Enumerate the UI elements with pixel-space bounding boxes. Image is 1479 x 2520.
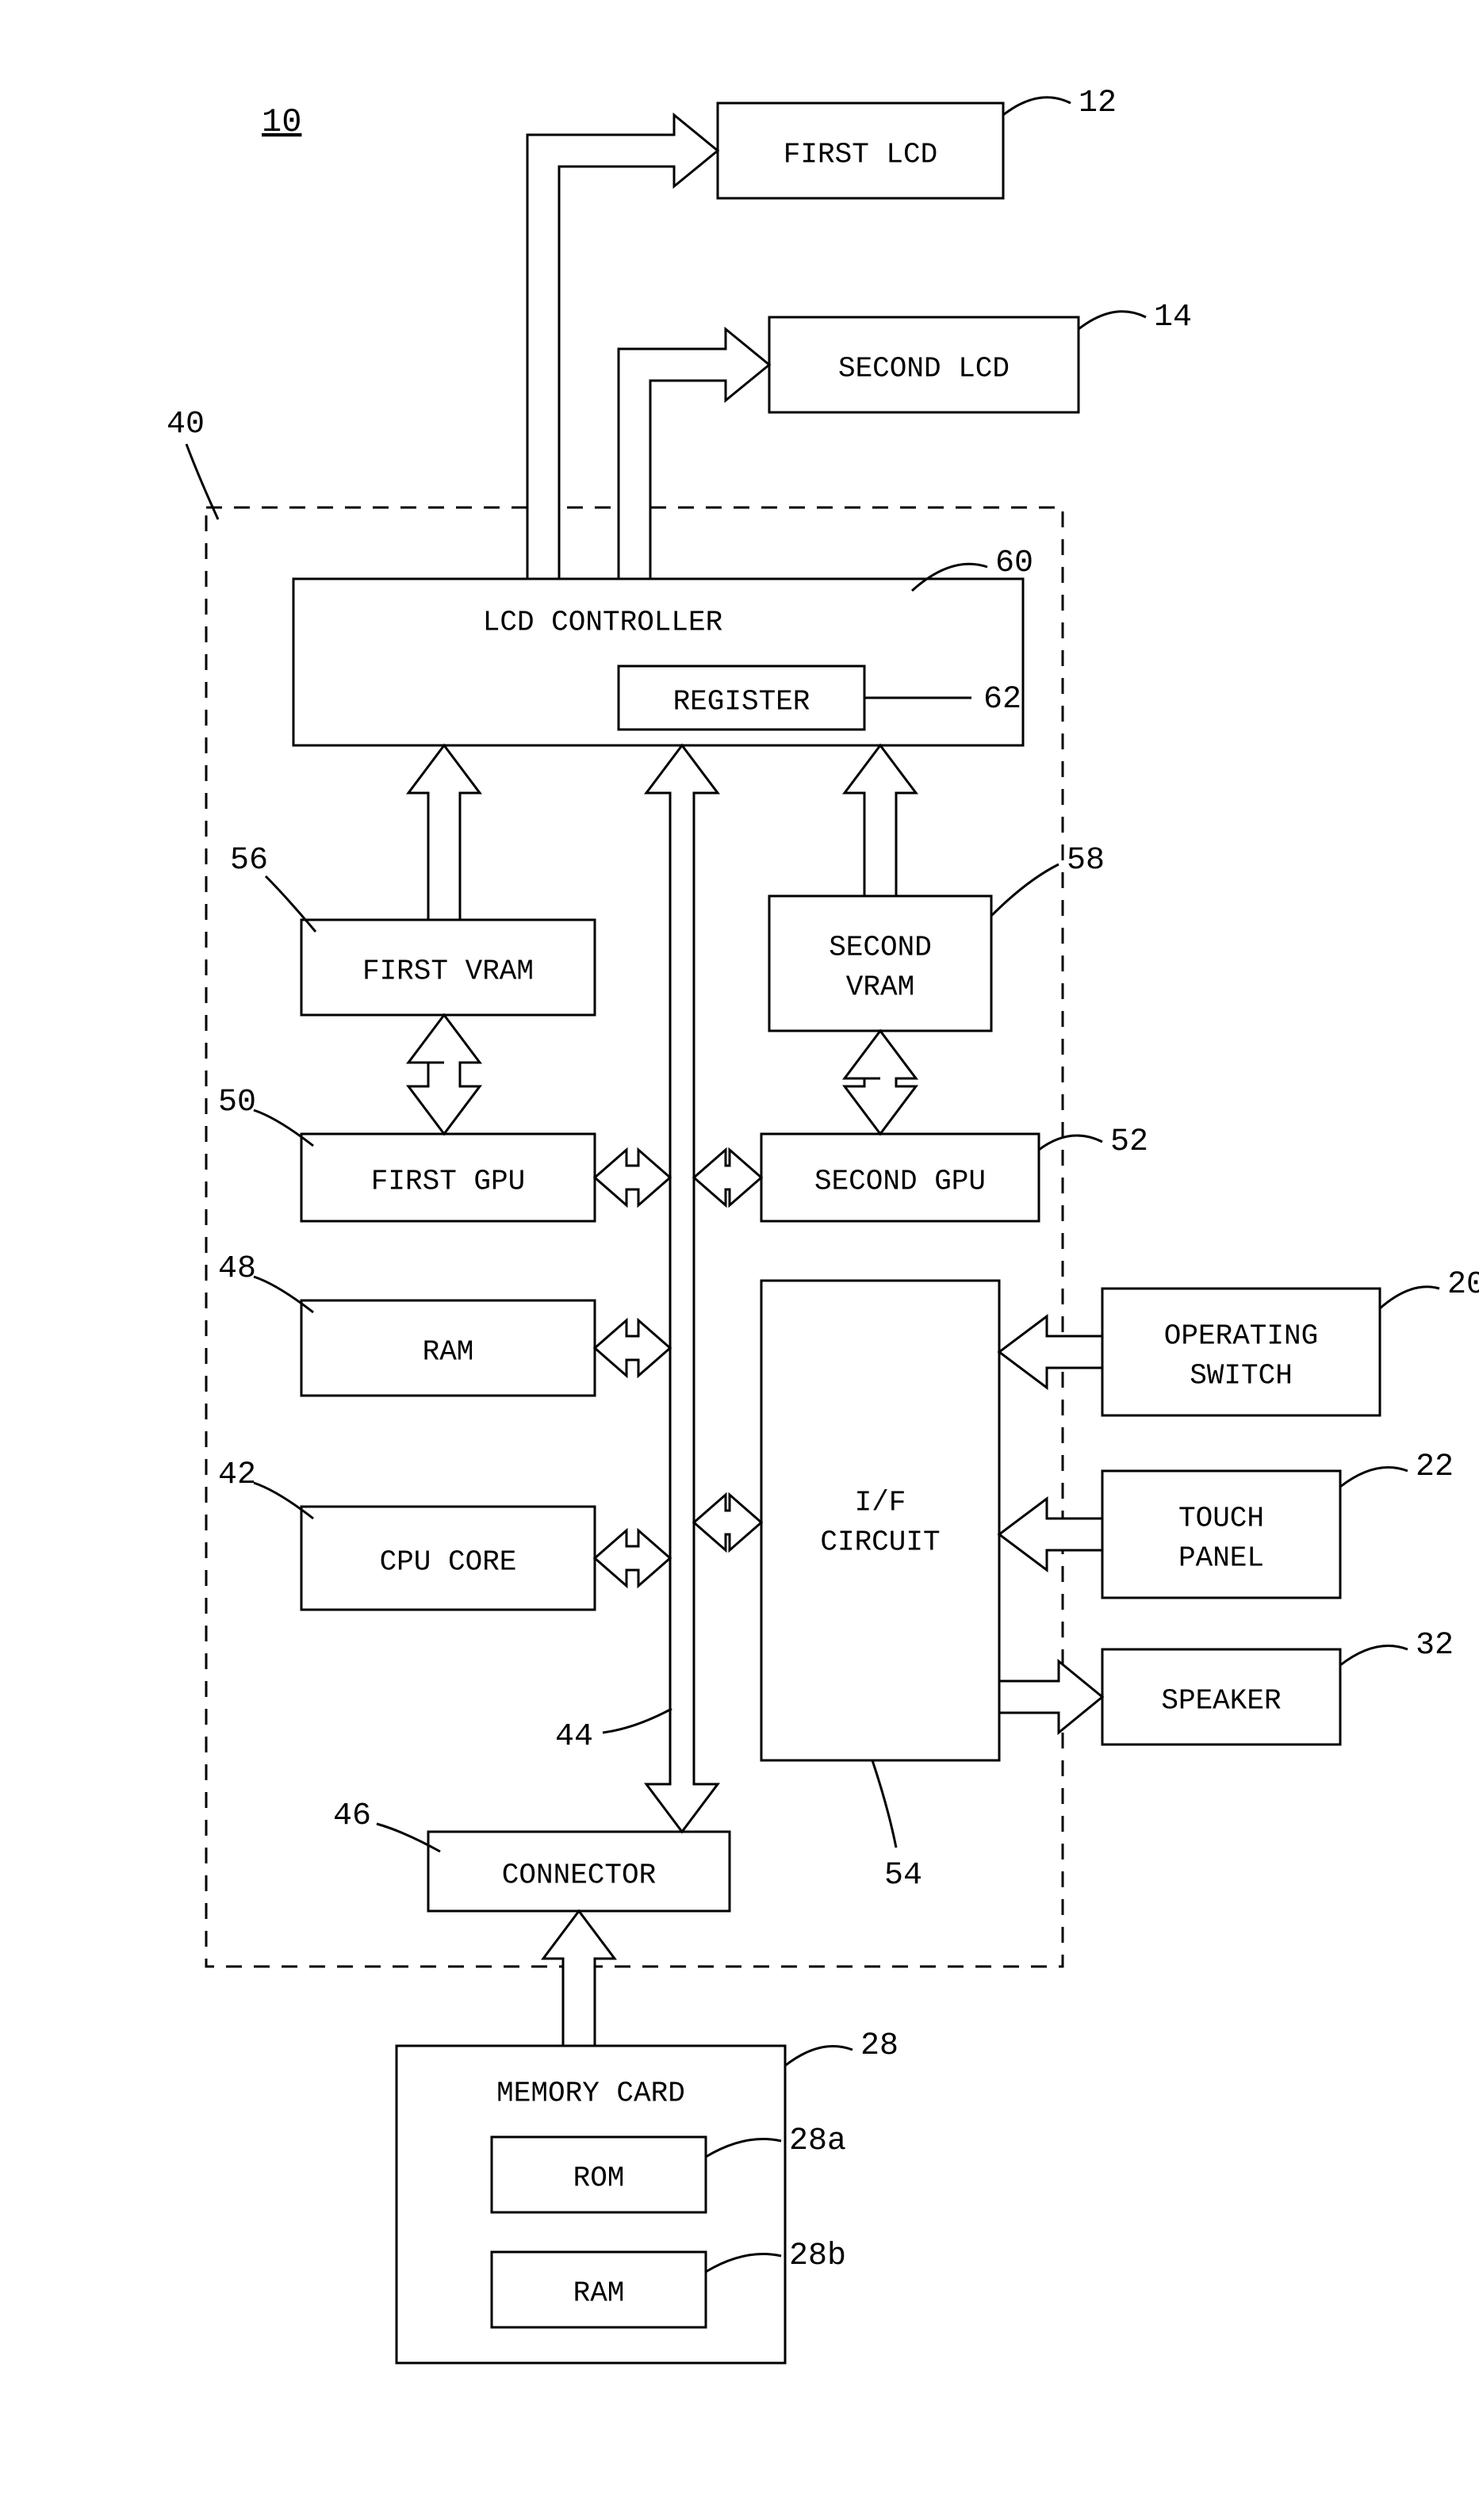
arrow-ifcircuit-bus bbox=[694, 1495, 761, 1550]
arrow-ram-bus bbox=[595, 1320, 670, 1376]
touch-panel-label-1: TOUCH bbox=[1178, 1503, 1264, 1535]
ref-62: 62 bbox=[983, 682, 1021, 718]
register-label: REGISTER bbox=[673, 686, 810, 718]
ram-label: RAM bbox=[423, 1336, 474, 1369]
arrow-firstgpu-bus bbox=[595, 1150, 670, 1205]
leader-32 bbox=[1340, 1646, 1408, 1666]
leader-40 bbox=[186, 444, 218, 519]
leader-14 bbox=[1079, 312, 1146, 329]
ref-28b: 28b bbox=[789, 2239, 846, 2274]
ref-22: 22 bbox=[1416, 1450, 1454, 1485]
ram2-label: RAM bbox=[573, 2277, 625, 2310]
ref-48: 48 bbox=[218, 1251, 256, 1287]
system-block-diagram: FIRST LCD SECOND LCD LCD CONTROLLER REGI… bbox=[0, 0, 1479, 2520]
touch-panel-label-2: PANEL bbox=[1178, 1542, 1264, 1575]
leader-20 bbox=[1380, 1287, 1439, 1308]
cpu-core-label: CPU CORE bbox=[380, 1546, 517, 1579]
memory-card-label: MEMORY CARD bbox=[496, 2078, 685, 2110]
lcd-controller-label: LCD CONTROLLER bbox=[483, 607, 722, 639]
leader-50 bbox=[254, 1110, 313, 1146]
arrow-secondgpu-bus bbox=[694, 1150, 761, 1205]
first-lcd-label: FIRST LCD bbox=[784, 139, 937, 171]
arrow-memcard-connector bbox=[543, 1911, 615, 2046]
ref-52: 52 bbox=[1110, 1124, 1148, 1160]
ref-44: 44 bbox=[555, 1719, 593, 1755]
ref-42: 42 bbox=[218, 1457, 256, 1493]
arrow-touch-if bbox=[999, 1499, 1102, 1570]
ref-14: 14 bbox=[1154, 300, 1192, 335]
arrow-opswitch-if bbox=[999, 1316, 1102, 1388]
first-vram-label: FIRST VRAM bbox=[362, 956, 534, 988]
ref-32: 32 bbox=[1416, 1628, 1454, 1664]
arrow-if-speaker bbox=[999, 1661, 1102, 1733]
connector-label: CONNECTOR bbox=[502, 1859, 656, 1892]
ref-28: 28 bbox=[860, 2028, 899, 2064]
ref-54: 54 bbox=[884, 1858, 922, 1894]
ref-60: 60 bbox=[995, 546, 1033, 581]
ref-12: 12 bbox=[1079, 86, 1117, 121]
leader-42 bbox=[254, 1483, 313, 1519]
second-gpu-label: SECOND GPU bbox=[814, 1166, 986, 1198]
leader-48 bbox=[254, 1277, 313, 1312]
rom-label: ROM bbox=[573, 2162, 625, 2195]
leader-44 bbox=[603, 1709, 672, 1733]
operating-switch-label-1: OPERATING bbox=[1164, 1320, 1318, 1353]
if-circuit-label-2: CIRCUIT bbox=[820, 1526, 940, 1559]
leader-58 bbox=[991, 864, 1059, 916]
ref-50: 50 bbox=[218, 1085, 256, 1120]
leader-12 bbox=[1003, 98, 1071, 115]
arrow-lcdctrl-secondlcd bbox=[619, 329, 769, 579]
leader-54 bbox=[872, 1760, 896, 1848]
ref-20: 20 bbox=[1447, 1267, 1479, 1303]
arrow-firstvram-lcdctrl bbox=[408, 745, 480, 920]
ref-28a: 28a bbox=[789, 2124, 846, 2159]
leader-56 bbox=[266, 876, 316, 932]
arrow-secondgpu-secondvram bbox=[845, 1031, 916, 1134]
leader-28 bbox=[785, 2047, 853, 2066]
ref-10: 10 bbox=[262, 103, 301, 141]
leader-22 bbox=[1340, 1468, 1408, 1488]
speaker-label: SPEAKER bbox=[1161, 1685, 1281, 1718]
ref-58: 58 bbox=[1067, 843, 1105, 879]
ref-40: 40 bbox=[167, 407, 205, 442]
ref-56: 56 bbox=[230, 843, 268, 879]
arrow-cpucore-bus bbox=[595, 1530, 670, 1586]
arrow-secondvram-lcdctrl bbox=[845, 745, 916, 896]
if-circuit-box bbox=[761, 1281, 999, 1760]
if-circuit-label-1: I/F bbox=[855, 1487, 906, 1519]
second-lcd-label: SECOND LCD bbox=[838, 353, 1010, 385]
second-vram-label-2: VRAM bbox=[846, 971, 914, 1004]
second-vram-label-1: SECOND bbox=[829, 932, 932, 964]
ref-46: 46 bbox=[333, 1798, 371, 1834]
leader-52 bbox=[1039, 1136, 1102, 1150]
arrow-bus-vertical bbox=[646, 745, 718, 1832]
first-gpu-label: FIRST GPU bbox=[371, 1166, 525, 1198]
arrow-firstgpu-firstvram bbox=[408, 1015, 480, 1134]
operating-switch-label-2: SWITCH bbox=[1190, 1360, 1293, 1392]
